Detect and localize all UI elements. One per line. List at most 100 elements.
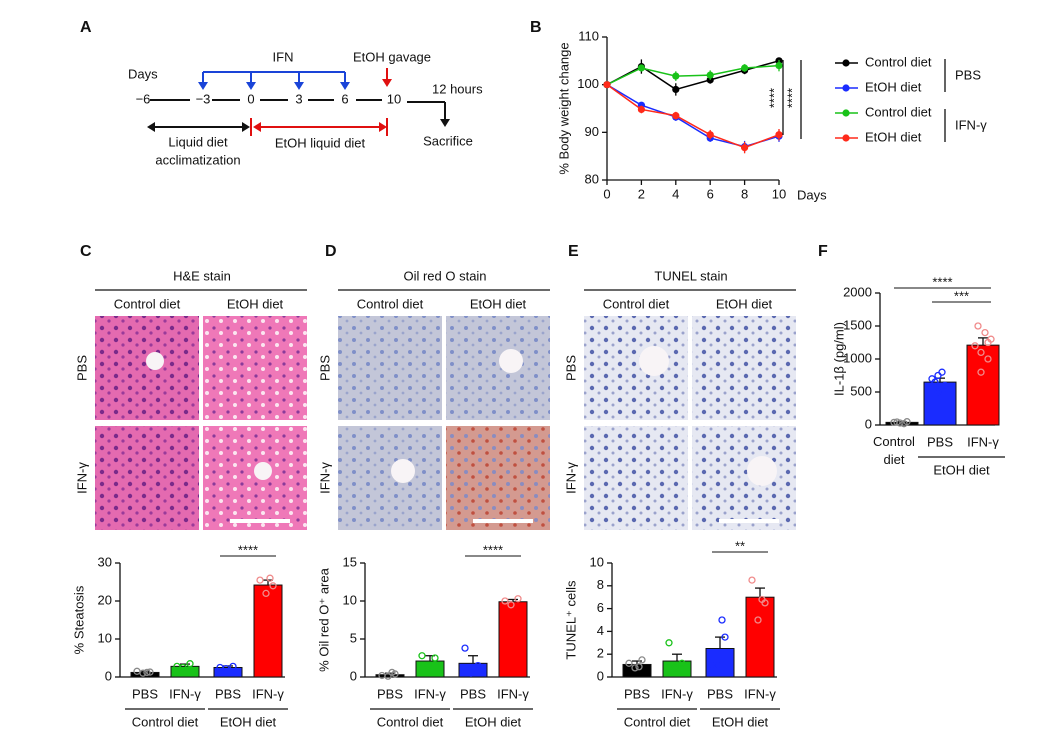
timeline-tick: 0 [247,91,254,106]
column-label: Control diet [603,296,670,311]
legend-marker [842,59,850,67]
data-point [758,595,766,604]
bar [253,584,283,678]
point [741,64,749,72]
data-point [216,663,224,672]
x-tick-label: IFN-γ [661,686,693,701]
x-tick-label: PBS [624,686,650,701]
x-tick-label: PBS [132,686,158,701]
data-point [418,652,426,660]
data-point [718,616,726,624]
data-point [977,368,985,376]
data-point [890,418,898,427]
significance: **** [483,542,503,557]
vessel [639,346,669,376]
series-line [606,64,780,86]
y-tick-label: 10 [343,592,357,607]
annotation: **** [766,88,781,108]
data-point [229,662,237,671]
y-tick-label: 110 [578,28,599,43]
micrograph [338,316,442,420]
data-point [900,420,908,428]
y-tick-label: 2 [597,646,604,661]
column-label: EtOH diet [227,296,284,311]
x-tick-label: Control diet [873,434,915,467]
legend-marker [842,134,850,142]
data-point [754,616,762,624]
group-label: Control diet [132,714,199,729]
x-tick-label: PBS [215,686,241,701]
arrow-head [382,79,392,87]
panel-letter: C [80,243,92,260]
x-tick-label: 0 [603,186,610,201]
timeline-tick: 6 [341,91,348,106]
acclim-label: acclimatization [155,152,240,167]
legend-marker [842,84,850,92]
y-tick-label: 0 [105,668,112,683]
y-tick-label: 80 [585,171,599,186]
y-tick-label: 15 [343,554,357,569]
vessel [747,456,777,486]
y-axis-label: IL-1β (pg/ml) [831,322,846,396]
hours-label: 12 hours [432,81,483,96]
x-tick-label: IFN-γ [967,434,999,449]
point [672,72,680,80]
y-axis-label: TUNEL⁺ cells [563,580,578,660]
group-label: EtOH diet [933,462,990,477]
panel-letter: B [530,19,542,36]
micrograph [203,316,307,420]
stain-title: TUNEL stain [654,268,727,283]
point [775,62,783,70]
row-label: PBS [74,355,89,381]
arrow-head [294,82,304,90]
y-tick-label: 4 [597,623,604,638]
point [672,112,680,120]
data-point [748,576,756,584]
x-tick-label: 10 [772,186,786,201]
y-tick-label: 0 [865,416,872,431]
significance: *** [954,288,969,303]
x-tick-label: IFN-γ [169,686,201,701]
micrograph [692,316,796,420]
row-label: IFN-γ [563,462,578,494]
gavage-label: EtOH gavage [353,49,431,64]
row-label: PBS [317,355,332,381]
y-axis-label: % Steatosis [71,585,86,654]
y-tick-label: 100 [577,76,599,91]
data-point [266,574,274,582]
micrograph [338,426,442,530]
stain-title: H&E stain [173,268,231,283]
bar [745,596,775,678]
series-line [606,84,780,148]
label-line: Control [873,434,915,449]
y-tick-label: 8 [597,577,604,592]
data-point [938,368,946,376]
data-point [431,654,439,662]
point [706,131,714,139]
data-point [631,664,639,672]
data-point [388,668,396,677]
column-label: Control diet [114,296,181,311]
bar [966,344,1000,426]
legend-label: EtOH diet [865,129,922,144]
group-label: Control diet [377,714,444,729]
group-label: Control diet [624,714,691,729]
y-tick-label: 0 [597,668,604,683]
scale-bar [473,519,533,523]
x-tick-label: 2 [638,186,645,201]
data-point [461,644,469,652]
group-label: EtOH diet [465,714,522,729]
micrograph [95,316,199,420]
y-axis-label: % Body weight change [556,42,571,174]
data-point [977,348,985,357]
bar [498,601,528,678]
arrow-head [379,122,387,132]
point [741,143,749,152]
legend-group: IFN-γ [955,117,987,132]
timeline-tick: −6 [136,91,151,106]
legend-label: Control diet [865,54,932,69]
micrograph [446,426,550,530]
data-point [893,418,901,426]
data-point [934,388,942,396]
y-tick-label: 1500 [843,317,872,332]
